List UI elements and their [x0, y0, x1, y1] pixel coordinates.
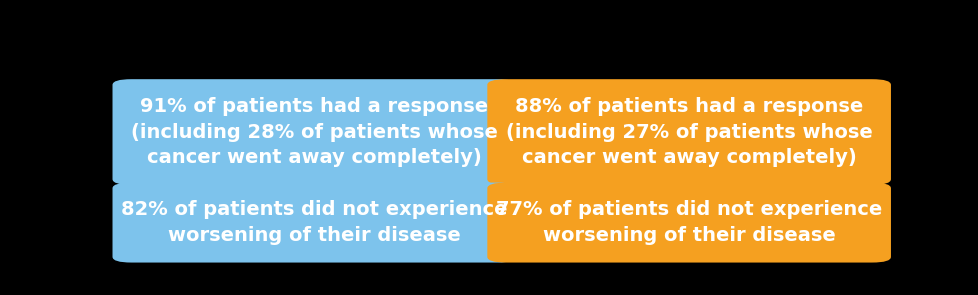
Text: 91% of patients had a response
(including 28% of patients whose
cancer went away: 91% of patients had a response (includin…	[131, 97, 497, 167]
Text: 88% of patients had a response
(including 27% of patients whose
cancer went away: 88% of patients had a response (includin…	[506, 97, 871, 167]
Text: 77% of patients did not experience
worsening of their disease: 77% of patients did not experience worse…	[496, 200, 881, 245]
FancyBboxPatch shape	[112, 183, 515, 263]
Text: 82% of patients did not experience
worsening of their disease: 82% of patients did not experience worse…	[121, 200, 507, 245]
FancyBboxPatch shape	[112, 79, 515, 185]
FancyBboxPatch shape	[487, 79, 890, 185]
FancyBboxPatch shape	[487, 183, 890, 263]
